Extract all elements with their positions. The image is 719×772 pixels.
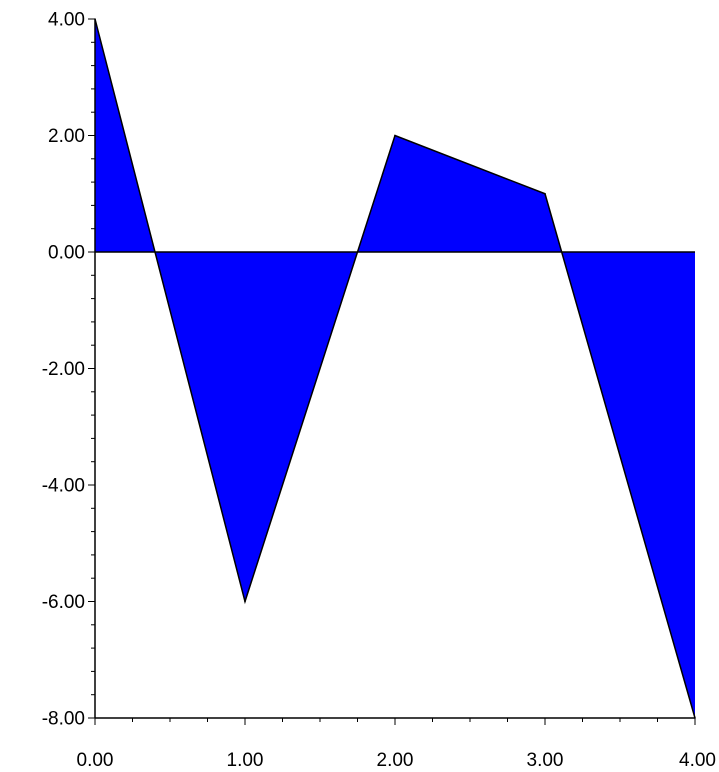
y-tick-label: -2.00 — [42, 359, 85, 380]
y-tick-label: 2.00 — [48, 126, 85, 147]
x-tick-label: 4.00 — [679, 750, 716, 771]
x-tick-label: 0.00 — [77, 750, 114, 771]
y-tick-label: -4.00 — [42, 476, 85, 497]
y-tick-label: -6.00 — [42, 592, 85, 613]
x-ticks-group: 0.00 1.00 2.00 3.00 4.00 — [77, 718, 716, 771]
data-point-3 — [544, 192, 546, 195]
y-ticks-group: 4.00 2.00 0.00 -2.00 -4.00 -6.00 -8.00 — [42, 10, 95, 730]
x-tick-label: 1.00 — [227, 750, 264, 771]
data-point-2 — [394, 134, 396, 137]
y-tick-label: -8.00 — [42, 709, 85, 730]
y-tick-label: 4.00 — [48, 10, 85, 31]
x-tick-label: 2.00 — [377, 750, 414, 771]
y-tick-label: 0.00 — [48, 243, 85, 264]
x-tick-label: 3.00 — [527, 750, 564, 771]
data-point-1 — [244, 600, 246, 603]
